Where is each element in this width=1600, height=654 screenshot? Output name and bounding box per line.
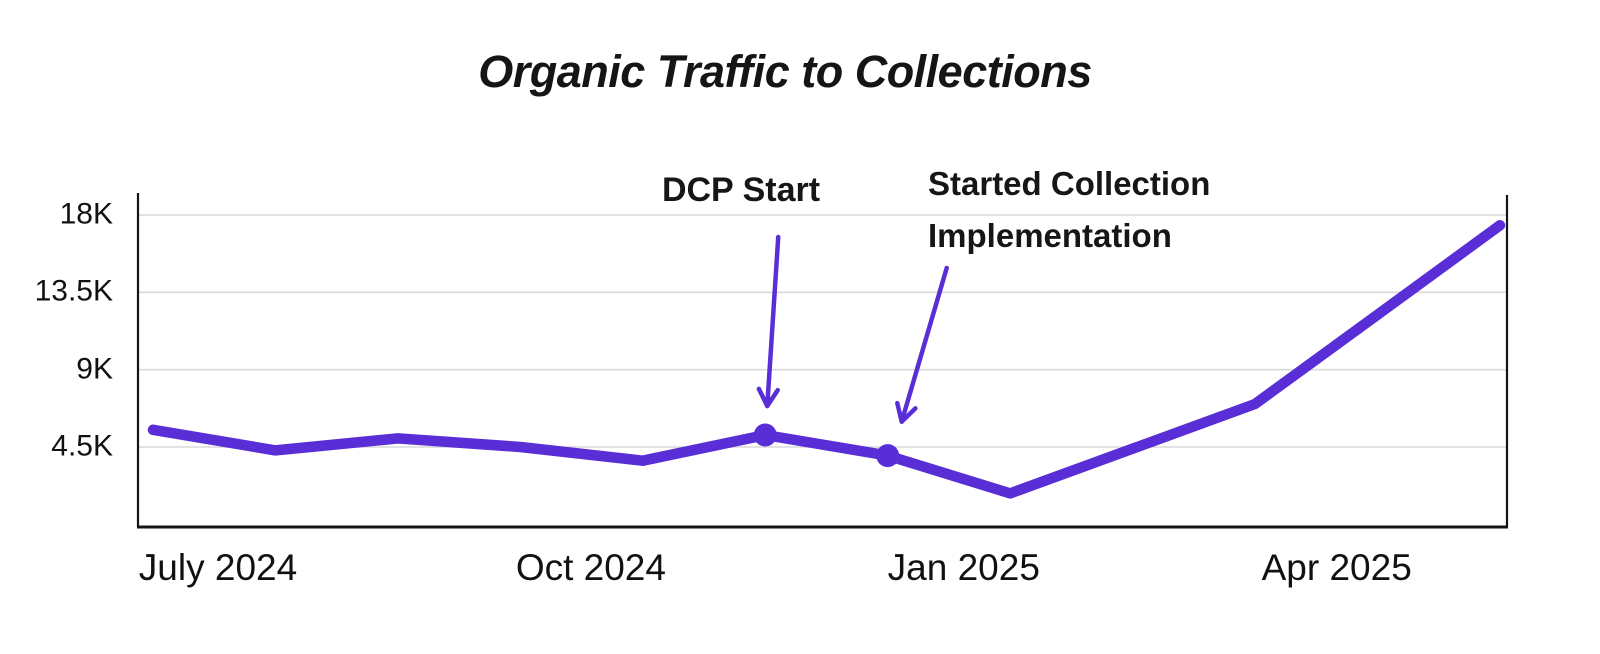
traffic-line: [147, 220, 1506, 499]
annotation-started-collection-implementation-label: Started Collection Implementation: [928, 158, 1210, 262]
x-axis-tick-label: Jan 2025: [887, 547, 1040, 588]
annotation-dcp-start-label: DCP Start: [661, 171, 821, 209]
dcp-start-arrow: [765, 234, 781, 409]
y-axis-tick-label: 9K: [76, 351, 113, 385]
x-axis-tick-label: July 2024: [138, 547, 298, 588]
implementation-arrow: [899, 265, 949, 424]
implementation-point-marker: [876, 444, 900, 468]
chart-title: Organic Traffic to Collections: [478, 46, 1092, 97]
implementation-arrow-head: [899, 406, 918, 424]
dcp-start-point-marker: [753, 423, 777, 447]
implementation-arrow-head: [895, 400, 904, 424]
dcp-start-arrow-head: [765, 387, 780, 409]
annotation-line-2: Implementation: [928, 217, 1172, 254]
x-axis-tick-label: Oct 2024: [515, 547, 666, 588]
y-axis-tick-label: 4.5K: [51, 429, 113, 463]
y-axis-tick-label: 18K: [59, 197, 113, 231]
annotation-line-1: Started Collection: [928, 165, 1211, 202]
y-axis-tick-label: 13.5K: [34, 274, 113, 308]
x-axis-tick-label: Apr 2025: [1261, 547, 1412, 588]
dcp-start-arrow-head: [756, 386, 770, 409]
